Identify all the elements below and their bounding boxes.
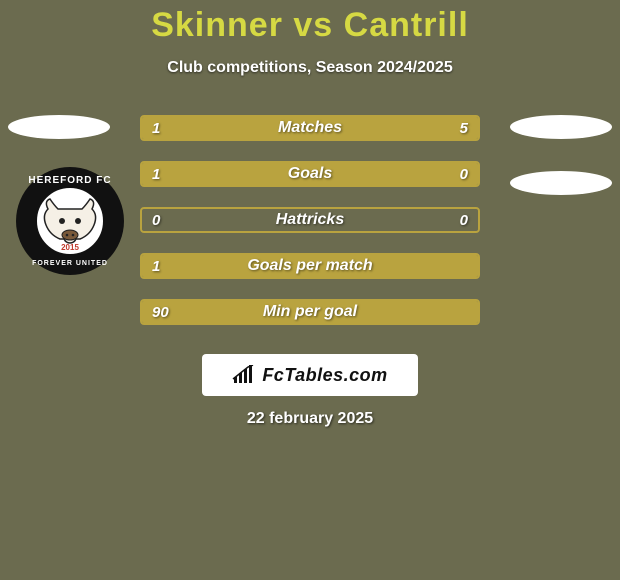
bar-empty	[142, 209, 478, 231]
player-right-placeholder	[510, 115, 612, 139]
bull-icon	[40, 195, 100, 245]
page-subtitle: Club competitions, Season 2024/2025	[0, 59, 620, 77]
club-logo-top-text: HEREFORD FC	[16, 175, 124, 186]
bar-value-left: 1	[142, 255, 170, 277]
brand-text: FcTables.com	[262, 365, 387, 386]
bar-value-left: 0	[142, 209, 170, 231]
bar-value-right: 5	[450, 117, 478, 139]
stat-bars: 15Matches10Goals00Hattricks1Goals per ma…	[140, 115, 480, 345]
brand-badge[interactable]: FcTables.com	[202, 354, 418, 396]
stat-bar-row: 00Hattricks	[140, 207, 480, 233]
bar-value-left: 1	[142, 117, 170, 139]
bar-fill-right	[199, 117, 478, 139]
club-right-placeholder	[510, 171, 612, 195]
bar-value-right: 0	[450, 163, 478, 185]
club-logo-year: 2015	[37, 243, 103, 252]
stat-bar-row: 15Matches	[140, 115, 480, 141]
stat-bar-row: 10Goals	[140, 161, 480, 187]
stat-bar-row: 90Min per goal	[140, 299, 480, 325]
bar-fill-left	[142, 255, 478, 277]
footer-date: 22 february 2025	[0, 410, 620, 428]
comparison-infographic: Skinner vs Cantrill Club competitions, S…	[0, 0, 620, 580]
bar-value-left: 1	[142, 163, 170, 185]
club-left-logo: HEREFORD FC FOREVER UNITED 2015	[16, 167, 124, 275]
player-left-placeholder	[8, 115, 110, 139]
club-logo-inner: 2015	[35, 186, 105, 256]
club-logo-bottom-text: FOREVER UNITED	[16, 260, 124, 267]
bar-value-left: 90	[142, 301, 179, 323]
bar-fill-left	[142, 301, 478, 323]
bar-value-right: 0	[450, 209, 478, 231]
page-title: Skinner vs Cantrill	[0, 0, 620, 45]
bar-fill-left	[142, 163, 404, 185]
stat-bar-row: 1Goals per match	[140, 253, 480, 279]
bar-chart-icon	[232, 365, 256, 385]
